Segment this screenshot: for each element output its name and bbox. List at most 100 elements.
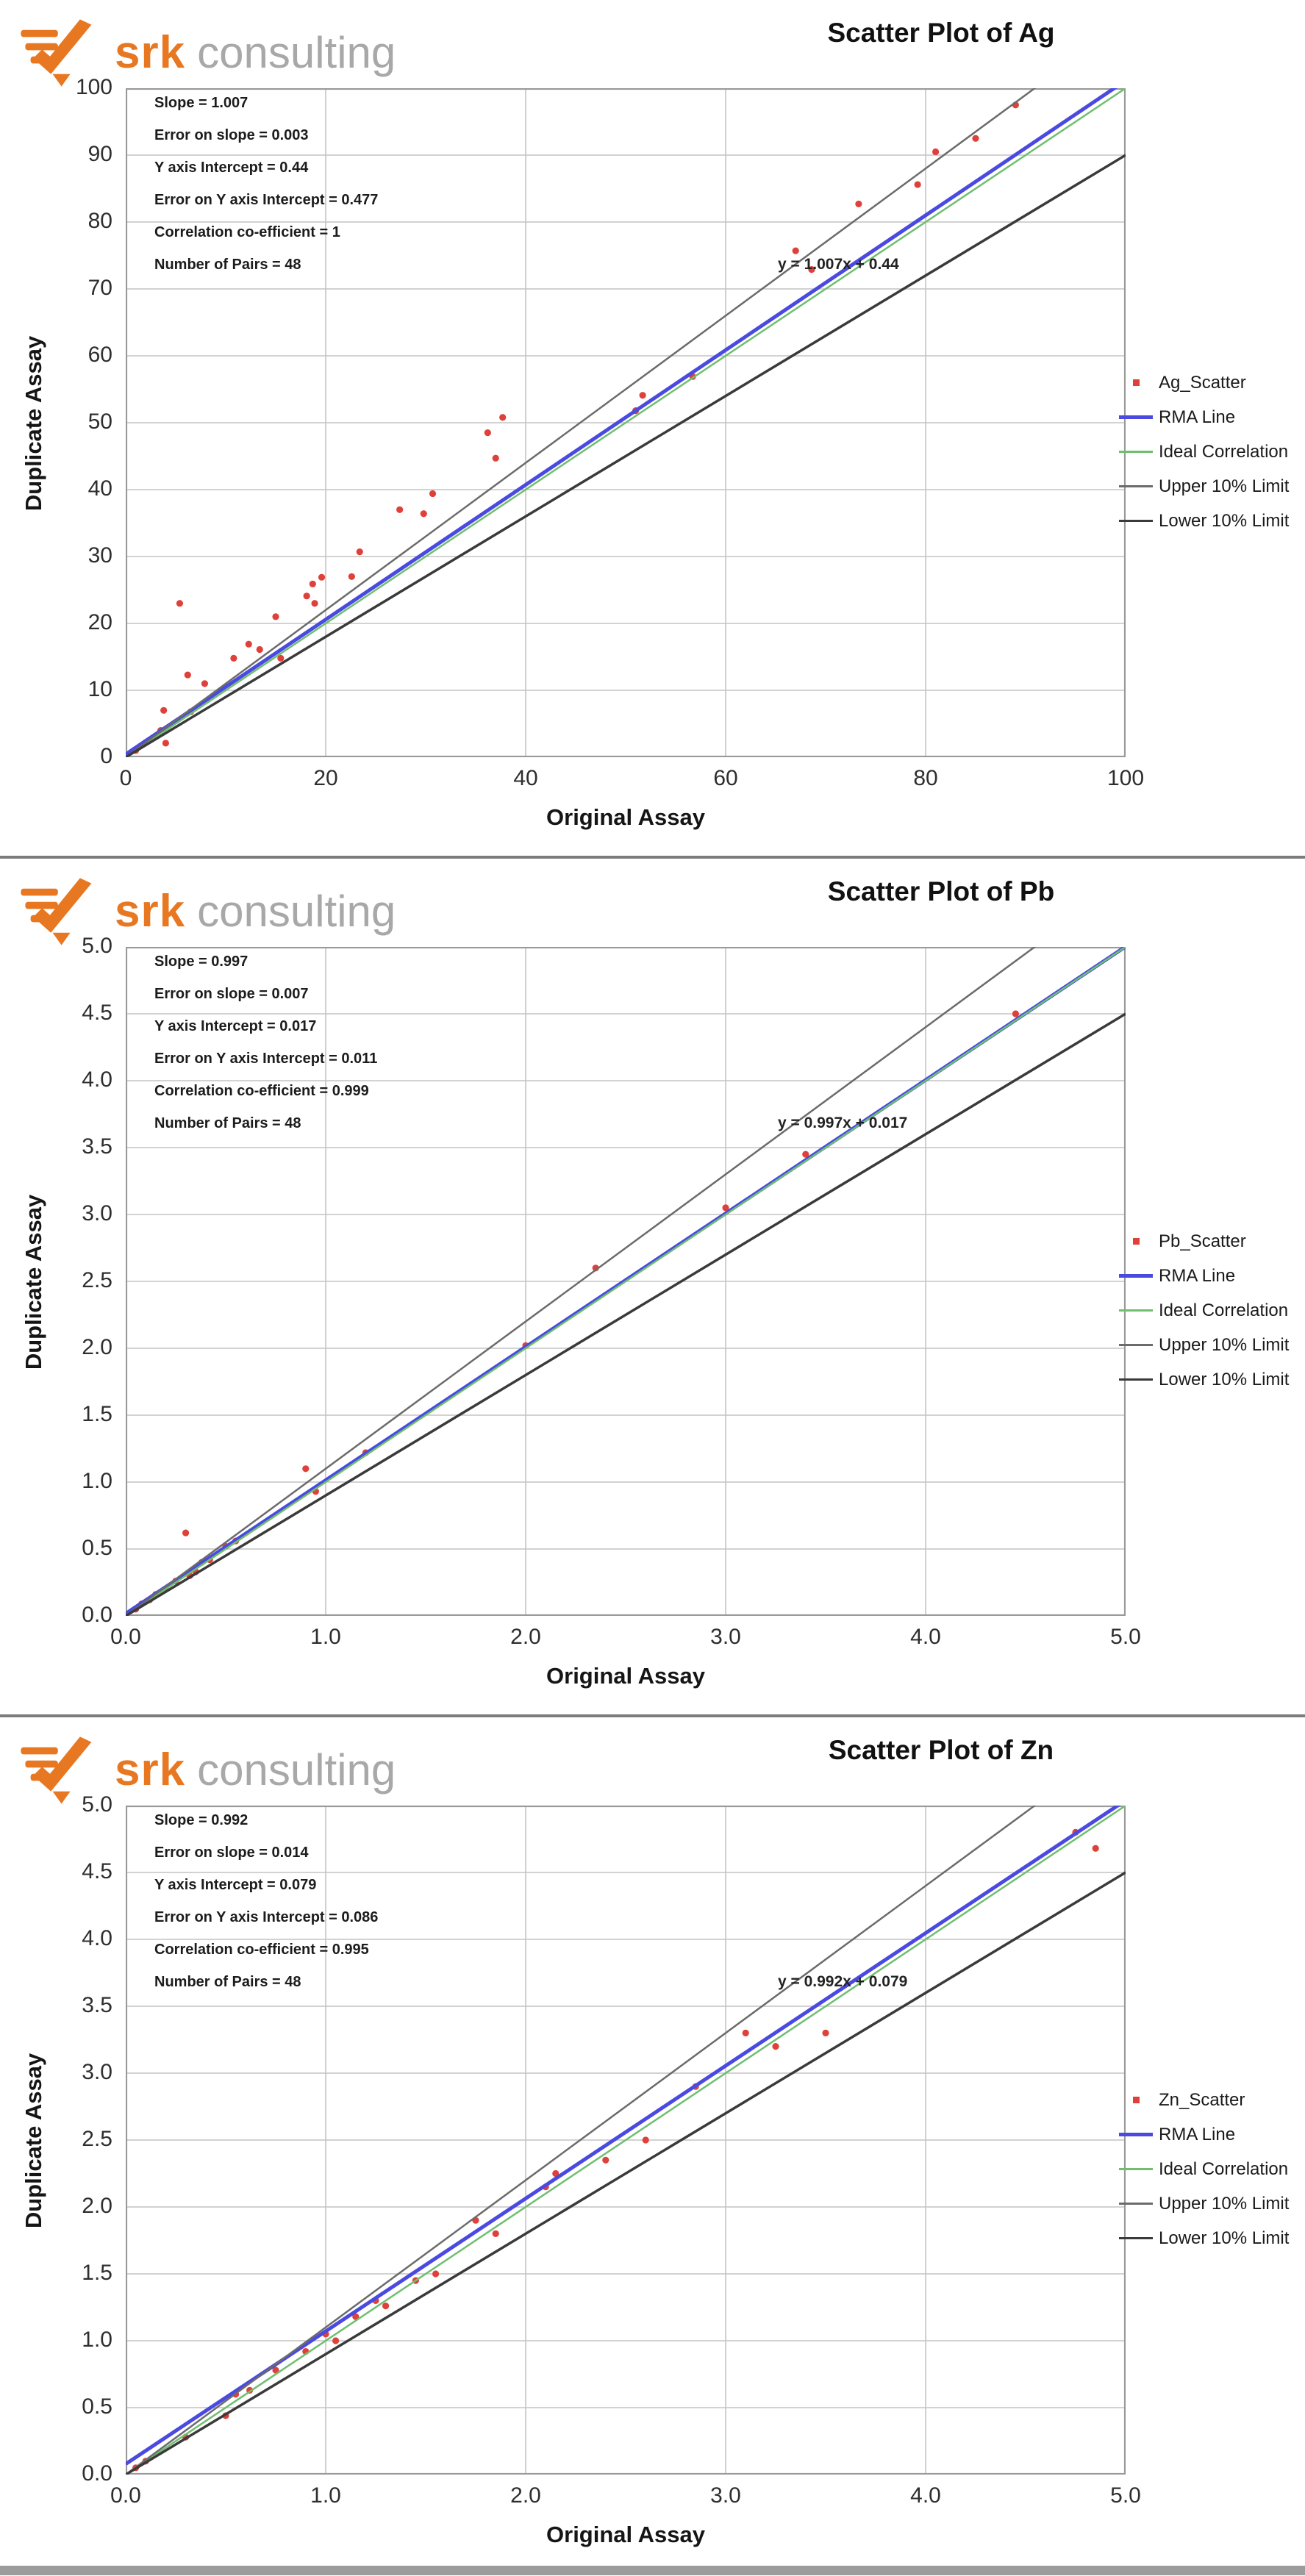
legend-line-marker-icon [1119, 520, 1153, 522]
x-tick-label: 4.0 [910, 1625, 941, 1649]
y-tick-label: 1.0 [82, 1469, 112, 1493]
y-tick-label: 2.5 [82, 2127, 112, 2151]
legend-item: RMA Line [1119, 1259, 1305, 1293]
plot-border [125, 1805, 1126, 2475]
plot-canvas [125, 87, 1126, 758]
scatter-point [272, 613, 279, 620]
scatter-point [642, 2136, 649, 2144]
legend-scatter-marker-icon [1119, 1238, 1153, 1245]
ideal-correlation-line [126, 1806, 1126, 2475]
y-tick-label: 4.0 [82, 1926, 112, 1950]
legend-line-marker-icon [1119, 1274, 1153, 1278]
srk-logo-icon [21, 19, 92, 87]
legend-line-marker-icon [1119, 1309, 1153, 1312]
legend: Zn_Scatter RMA Line Ideal Correlation Upper… [1119, 2083, 1305, 2255]
legend-item: Ideal Correlation [1119, 2152, 1305, 2186]
legend-line-marker-icon [1119, 2168, 1153, 2170]
x-tick-label: 2.0 [510, 1625, 541, 1649]
stats-line: Correlation co-efficient = 1 [154, 224, 340, 240]
scatter-point [492, 454, 499, 462]
legend-item: Zn_Scatter [1119, 2083, 1305, 2117]
chart-panel-ag: srk consulting Scatter Plot of Ag Duplic… [0, 0, 1305, 859]
legend-label: Pb_Scatter [1159, 1231, 1246, 1251]
regression-equation-label: y = 0.992x + 0.079 [778, 1973, 908, 1990]
plot-area [125, 87, 1126, 758]
upper-10-limit-line [126, 947, 1037, 1616]
x-axis-label: Original Assay [546, 804, 705, 830]
y-tick-label: 0.5 [82, 1536, 112, 1560]
scatter-point [742, 2029, 749, 2036]
scatter-point [1012, 1010, 1019, 1017]
legend-line-marker-icon [1119, 2237, 1153, 2239]
scatter-point [808, 266, 815, 273]
legend-label: Upper 10% Limit [1159, 1334, 1290, 1355]
legend: Pb_Scatter RMA Line Ideal Correlation Upper… [1119, 1224, 1305, 1397]
brand-suffix: consulting [197, 28, 396, 77]
legend-line-marker-icon [1119, 2203, 1153, 2205]
scatter-point [722, 1204, 729, 1212]
scatter-point [396, 506, 404, 513]
y-tick-label: 0.0 [82, 1603, 112, 1627]
x-tick-label: 1.0 [310, 2483, 341, 2508]
brand-name: srk [115, 27, 186, 78]
x-tick-label: 1.0 [310, 1625, 341, 1649]
legend-item: Pb_Scatter [1119, 1224, 1305, 1259]
legend-item: Upper 10% Limit [1119, 469, 1305, 504]
srk-logo: srk consulting [19, 875, 396, 948]
scatter-point [352, 2313, 360, 2320]
scatter-point [160, 706, 168, 714]
y-tick-label: 2.0 [82, 2194, 112, 2218]
plot-area [125, 946, 1126, 1617]
scatter-point [432, 2270, 440, 2278]
srk-logo-icon [21, 1736, 92, 1804]
stats-line: Y axis Intercept = 0.017 [154, 1018, 317, 1034]
legend-label: Ag_Scatter [1159, 372, 1246, 393]
x-tick-label: 3.0 [710, 1625, 741, 1649]
legend-label: Ideal Correlation [1159, 2158, 1289, 2179]
scatter-point [382, 2303, 390, 2310]
stats-line: Slope = 0.997 [154, 954, 249, 970]
y-tick-label: 10 [87, 677, 112, 701]
scatter-point [822, 2029, 829, 2036]
legend-item: Upper 10% Limit [1119, 1328, 1305, 1362]
stats-line: Error on Y axis Intercept = 0.086 [154, 1909, 379, 1925]
y-tick-label: 40 [87, 476, 112, 501]
panel-divider [0, 856, 1305, 859]
legend-label: RMA Line [1159, 1265, 1236, 1286]
y-tick-label: 80 [87, 209, 112, 233]
stats-line: Error on slope = 0.003 [154, 127, 309, 143]
legend-item: Ag_Scatter [1119, 365, 1305, 400]
stats-line: Correlation co-efficient = 0.999 [154, 1083, 369, 1099]
rma-line [126, 88, 1118, 756]
scatter-point [972, 135, 979, 142]
plot-area [125, 1805, 1126, 2475]
scatter-point [492, 2230, 499, 2237]
legend-item: RMA Line [1119, 2117, 1305, 2152]
y-tick-label: 70 [87, 276, 112, 300]
page-bottom-bar [0, 2566, 1305, 2575]
legend-line-marker-icon [1119, 1344, 1153, 1346]
scatter-point [420, 510, 427, 518]
scatter-point [318, 573, 326, 581]
y-tick-label: 3.5 [82, 1134, 112, 1159]
upper-10-limit-line [126, 1806, 1037, 2475]
scatter-point [182, 1529, 190, 1536]
chart-title: Scatter Plot of Pb [827, 876, 1055, 906]
y-tick-label: 5.0 [82, 1792, 112, 1817]
plot-canvas [125, 1805, 1126, 2475]
rma-line [126, 1806, 1121, 2466]
legend-label: Upper 10% Limit [1159, 476, 1290, 496]
chart-title: Scatter Plot of Zn [828, 1735, 1054, 1765]
stats-line: Y axis Intercept = 0.079 [154, 1877, 317, 1893]
scatter-point [309, 580, 316, 587]
scatter-point [184, 671, 191, 679]
x-tick-label: 3.0 [710, 2483, 741, 2508]
ideal-correlation-line [126, 947, 1126, 1616]
brand-suffix: consulting [197, 1745, 396, 1795]
lower-10-limit-line [126, 1871, 1126, 2475]
legend-line-marker-icon [1119, 485, 1153, 487]
stats-line: Slope = 0.992 [154, 1812, 249, 1828]
scatter-point [1092, 1845, 1099, 1852]
x-tick-label: 5.0 [1110, 2483, 1141, 2508]
